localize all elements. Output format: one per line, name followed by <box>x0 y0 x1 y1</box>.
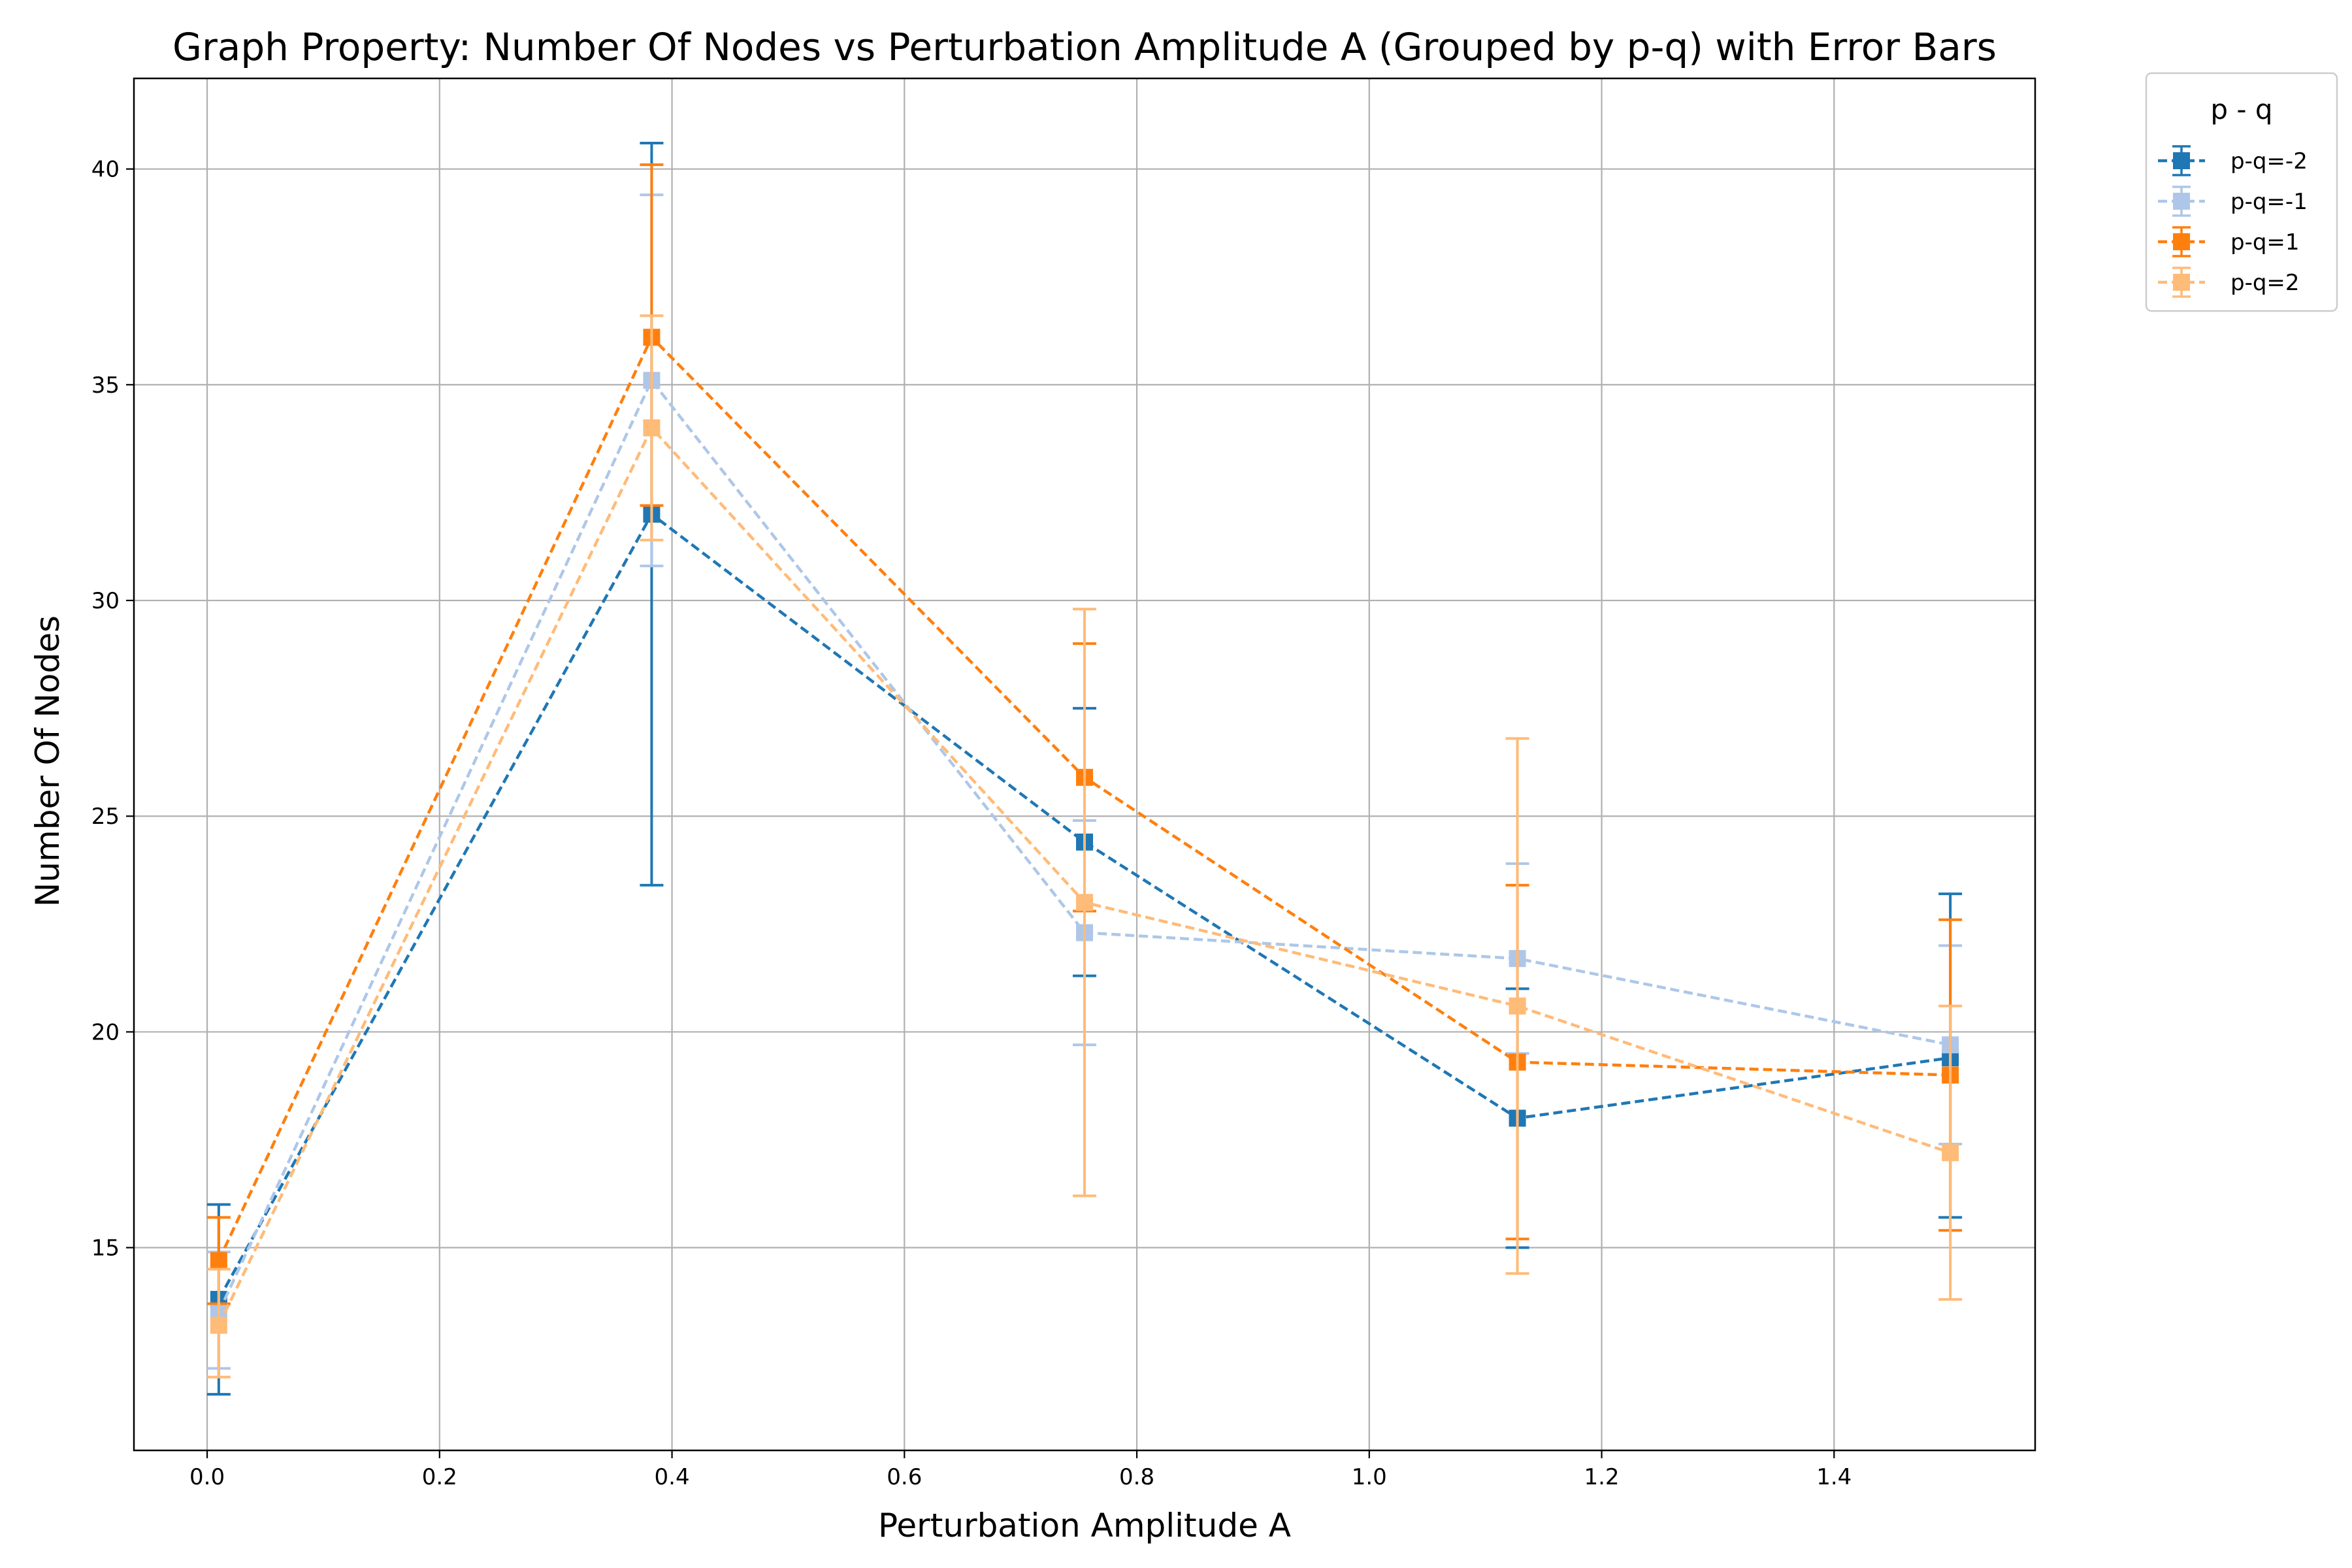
legend-marker <box>2173 274 2190 291</box>
legend-entries: p-q=-2 p-q=-1 p-q=1 p-q=2 <box>2158 145 2308 298</box>
data-point <box>210 1252 227 1269</box>
x-tick-label: 1.2 <box>1584 1464 1619 1490</box>
legend-marker <box>2173 233 2190 250</box>
axis-ticks: 0.0 0.2 0.4 0.6 0.8 1.0 1.2 1.4 15 20 25 30 35 40 <box>91 157 1852 1490</box>
legend-marker <box>2173 193 2190 210</box>
x-tick-label: 1.4 <box>1816 1464 1852 1490</box>
legend-item: p-q=-1 <box>2158 186 2308 217</box>
y-tick-label: 40 <box>91 157 120 183</box>
grid <box>134 78 2035 1450</box>
x-axis-label: Perturbation Amplitude A <box>878 1507 1291 1544</box>
y-tick-label: 25 <box>91 804 120 830</box>
legend: p - q p-q=-2 p-q=-1 p-q=1 p-q=2 <box>2145 72 2338 312</box>
plot-series <box>206 142 1963 1396</box>
legend-label: p-q=2 <box>2230 270 2300 296</box>
data-point <box>210 1316 227 1334</box>
data-point <box>643 419 661 436</box>
y-tick-label: 35 <box>91 372 120 399</box>
series-line <box>217 512 1951 1300</box>
legend-label: p-q=-1 <box>2230 189 2308 215</box>
x-tick-label: 0.8 <box>1119 1464 1154 1490</box>
chart-title: Graph Property: Number Of Nodes vs Pertu… <box>172 25 1997 69</box>
data-point <box>1942 1144 1959 1162</box>
x-tick-label: 0.4 <box>655 1464 690 1490</box>
legend-item: p-q=2 <box>2158 267 2300 298</box>
legend-label: p-q=-2 <box>2230 148 2308 174</box>
plot-frame <box>133 77 2036 1452</box>
x-tick-label: 1.0 <box>1352 1464 1387 1490</box>
y-tick-label: 30 <box>91 588 120 614</box>
data-point <box>1076 894 1093 911</box>
y-tick-label: 20 <box>91 1019 120 1045</box>
legend-box <box>2145 72 2338 312</box>
series-p-q=2 <box>206 314 1963 1379</box>
x-tick-label: 0.0 <box>189 1464 225 1490</box>
data-point <box>1509 997 1526 1015</box>
y-tick-label: 15 <box>91 1235 120 1262</box>
legend-item: p-q=1 <box>2158 226 2300 257</box>
legend-item: p-q=-2 <box>2158 145 2308 176</box>
legend-title: p - q <box>2210 93 2272 125</box>
y-axis-label: Number Of Nodes <box>29 615 67 907</box>
legend-label: p-q=1 <box>2230 229 2300 255</box>
legend-marker <box>2173 152 2190 169</box>
x-tick-label: 0.6 <box>887 1464 922 1490</box>
x-tick-label: 0.2 <box>422 1464 457 1490</box>
